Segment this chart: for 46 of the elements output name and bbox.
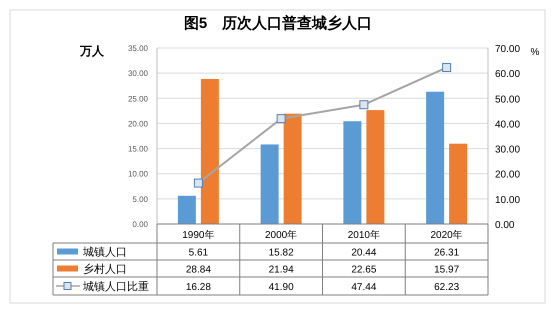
data-label: 15.97 — [434, 264, 460, 276]
y2-tick-label: 60.00 — [495, 69, 520, 80]
data-label: 5.61 — [188, 248, 209, 258]
legend-label: 城镇人口比重 — [82, 280, 149, 293]
data-label: 22.65 — [351, 264, 377, 276]
y-axis-title: 万人 — [79, 44, 105, 58]
bar — [200, 78, 219, 224]
y2-tick-label: 70.00 — [495, 44, 520, 55]
data-label: 28.84 — [186, 264, 212, 276]
y2-tick-label: 40.00 — [495, 119, 520, 130]
bar — [284, 114, 302, 224]
y-tick-label: 30.00 — [128, 69, 149, 78]
data-label: 47.44 — [351, 282, 377, 293]
y2-tick-label: 30.00 — [495, 144, 520, 156]
x-tick-label: 1990年 — [182, 229, 214, 241]
bar — [449, 144, 468, 224]
bar — [178, 196, 196, 224]
x-tick-label: 2000年 — [265, 229, 298, 241]
bar — [366, 110, 384, 224]
bar — [260, 144, 279, 224]
x-tick-label: 2010年 — [348, 229, 380, 241]
chart-title: 图5 历次人口普查城乡人口 — [184, 14, 372, 32]
data-label: 20.44 — [351, 248, 377, 258]
bar — [343, 121, 362, 224]
y-tick-label: 25.00 — [128, 94, 149, 104]
legend-label: 城镇人口 — [82, 246, 127, 258]
data-label: 62.23 — [434, 282, 460, 293]
data-label: 26.31 — [434, 248, 460, 258]
data-label: 16.28 — [186, 282, 212, 293]
y-tick-label: 15.00 — [128, 144, 149, 154]
y-tick-label: 5.00 — [132, 194, 149, 204]
y2-tick-label: 0.00 — [495, 220, 515, 231]
y2-tick-label: 20.00 — [495, 170, 520, 181]
y-tick-label: 20.00 — [128, 119, 149, 128]
y-tick-label: 35.00 — [128, 44, 149, 53]
data-label: 41.90 — [268, 282, 294, 293]
y-tick-label: 0.00 — [132, 220, 149, 229]
y-tick-label: 10.00 — [128, 170, 149, 179]
y2-tick-label: 10.00 — [495, 194, 520, 206]
y2-tick-label: 50.00 — [495, 94, 520, 106]
legend-label: 乡村人口 — [83, 262, 127, 276]
x-tick-label: 2020年 — [430, 229, 463, 241]
y2-axis-title: % — [530, 47, 540, 58]
data-label: 21.94 — [268, 264, 294, 276]
bar — [426, 92, 444, 224]
data-label: 15.82 — [268, 248, 294, 258]
